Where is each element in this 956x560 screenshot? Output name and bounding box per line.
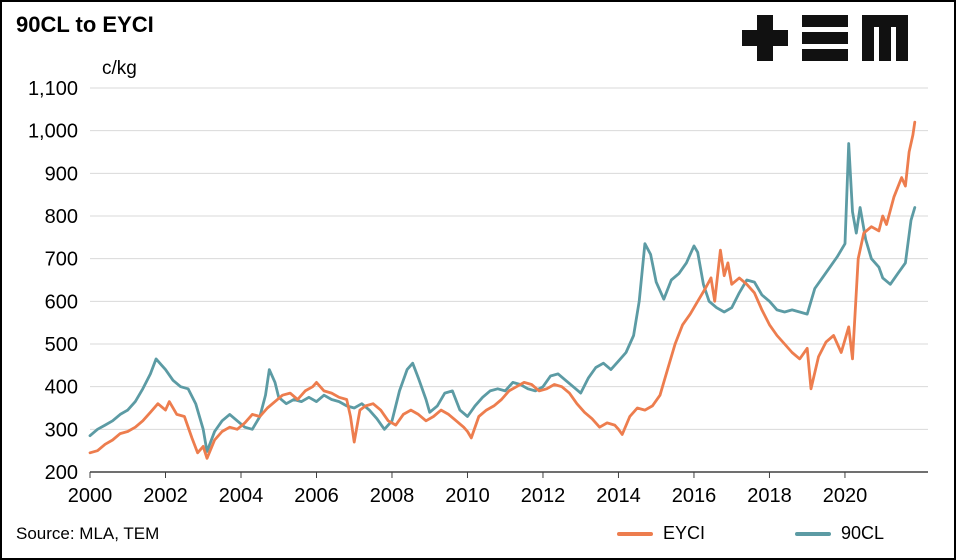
y-axis-unit-label: c/kg [102,58,137,79]
chart-title: 90CL to EYCI [16,12,154,37]
svg-text:400: 400 [45,377,78,399]
svg-text:2008: 2008 [370,485,415,507]
svg-text:2014: 2014 [596,485,641,507]
legend-item-eyci: EYCI [616,523,705,544]
svg-text:600: 600 [45,291,78,313]
chart-legend: EYCI 90CL [616,523,884,544]
svg-text:800: 800 [45,206,78,228]
svg-text:2012: 2012 [521,485,566,507]
line-chart-svg: 200 300 400 500 600 700 800 900 1,000 1,100 2000 20… [28,78,928,507]
svg-text:900: 900 [45,163,78,185]
svg-text:1,100: 1,100 [28,78,78,100]
tem-logo [742,15,908,61]
legend-label-eyci: EYCI [662,523,705,543]
svg-text:1,000: 1,000 [28,121,78,143]
svg-text:2004: 2004 [219,485,264,507]
tem-logo-glyphs [742,15,908,61]
legend-label-90cl: 90CL [840,523,884,543]
svg-text:2000: 2000 [68,485,113,507]
svg-text:200: 200 [45,462,78,484]
legend-item-90cl: 90CL [794,523,884,544]
svg-text:2006: 2006 [294,485,339,507]
eyci-line-swatch [616,531,653,536]
svg-text:700: 700 [45,249,78,271]
svg-text:2010: 2010 [445,485,490,507]
svg-text:500: 500 [45,334,78,356]
svg-text:2020: 2020 [823,485,868,507]
svg-text:300: 300 [45,419,78,441]
svg-text:2016: 2016 [672,485,717,507]
svg-text:2018: 2018 [747,485,792,507]
source-attribution: Source: MLA, TEM [16,524,160,543]
svg-text:2002: 2002 [143,485,188,507]
90cl-line-swatch [794,531,831,536]
